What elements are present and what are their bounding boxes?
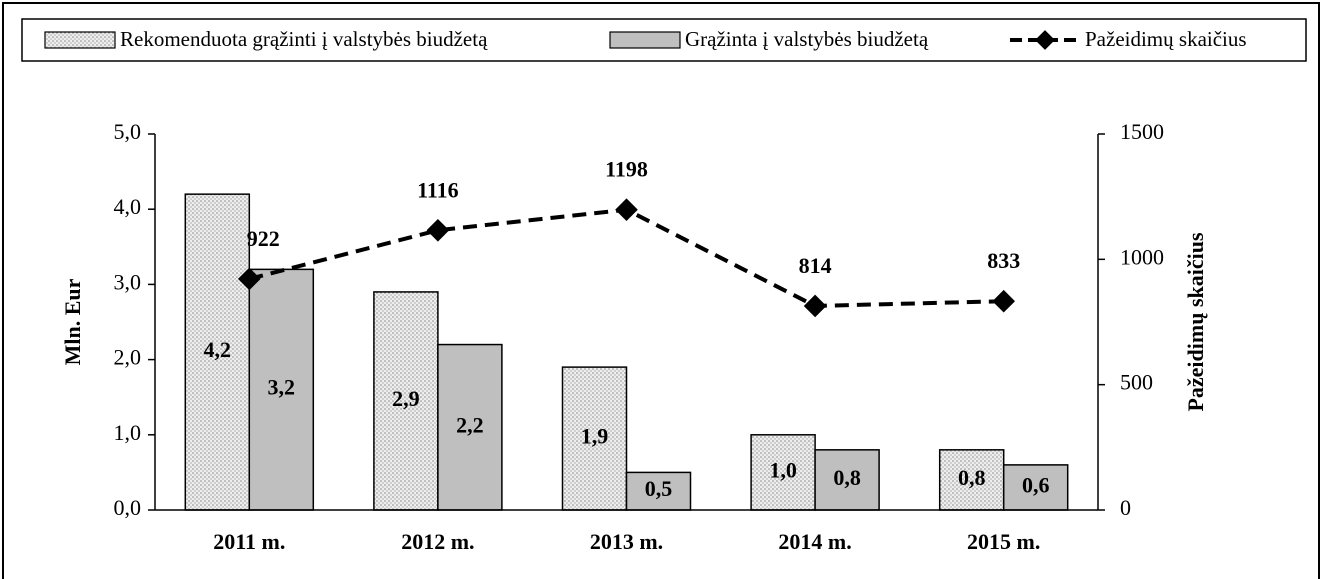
- y2-tick-label: 0: [1120, 495, 1131, 520]
- x-tick-label: 2011 m.: [213, 529, 285, 554]
- bar-value-label: 2,9: [392, 386, 420, 411]
- x-tick-label: 2014 m.: [778, 529, 851, 554]
- bar: [625, 471, 692, 511]
- bar-value-label: 0,5: [645, 476, 673, 501]
- x-tick-label: 2012 m.: [401, 529, 474, 554]
- legend-marker: [1035, 30, 1055, 50]
- bar-value-label: 4,2: [204, 337, 232, 362]
- bar-value-label: 0,8: [958, 465, 986, 490]
- line-value-label: 814: [799, 253, 832, 278]
- y-tick-label: 4,0: [114, 194, 142, 219]
- bar: [561, 366, 628, 511]
- bar: [938, 449, 1005, 511]
- y-axis-title: Mln. Eur: [60, 278, 85, 365]
- y2-tick-label: 1000: [1120, 244, 1164, 269]
- bar-value-label: 3,2: [268, 375, 296, 400]
- line-value-label: 1116: [417, 177, 459, 202]
- y-tick-label: 2,0: [114, 345, 142, 370]
- y-tick-label: 0,0: [114, 495, 142, 520]
- line-marker: [992, 289, 1016, 313]
- line-marker: [615, 198, 638, 222]
- line-value-label: 833: [987, 248, 1020, 273]
- bar: [373, 291, 439, 511]
- x-tick-label: 2013 m.: [590, 529, 663, 554]
- legend-swatch: [609, 31, 681, 49]
- line-value-label: 1198: [605, 157, 648, 182]
- bar: [437, 343, 503, 511]
- y-tick-label: 5,0: [114, 119, 142, 144]
- line-series: [248, 207, 1004, 308]
- bar: [814, 449, 880, 511]
- y2-tick-label: 500: [1120, 370, 1153, 395]
- legend-label: Grąžinta į valstybės biudžetą: [685, 27, 929, 51]
- legend-label: Pažeidimų skaičius: [1085, 27, 1247, 51]
- legend-box: [21, 18, 1307, 62]
- legend-label: Rekomenduota grąžinti į valstybės biudže…: [120, 27, 488, 51]
- bar-value-label: 0,6: [1022, 472, 1050, 497]
- x-tick-label: 2015 m.: [967, 529, 1040, 554]
- line-marker: [803, 294, 827, 318]
- y-tick-label: 3,0: [114, 269, 142, 294]
- line-marker: [426, 218, 450, 242]
- y-tick-label: 1,0: [114, 420, 142, 445]
- legend-swatch: [44, 31, 116, 49]
- y2-axis-title: Pažeidimų skaičius: [1183, 232, 1208, 412]
- line-value-label: 922: [247, 226, 280, 251]
- bar-value-label: 1,0: [769, 457, 797, 482]
- bar: [184, 193, 251, 511]
- bar-value-label: 1,9: [581, 424, 609, 449]
- bar-value-label: 0,8: [833, 465, 861, 490]
- y2-tick-label: 1500: [1120, 119, 1164, 144]
- bar-value-label: 2,2: [456, 412, 484, 437]
